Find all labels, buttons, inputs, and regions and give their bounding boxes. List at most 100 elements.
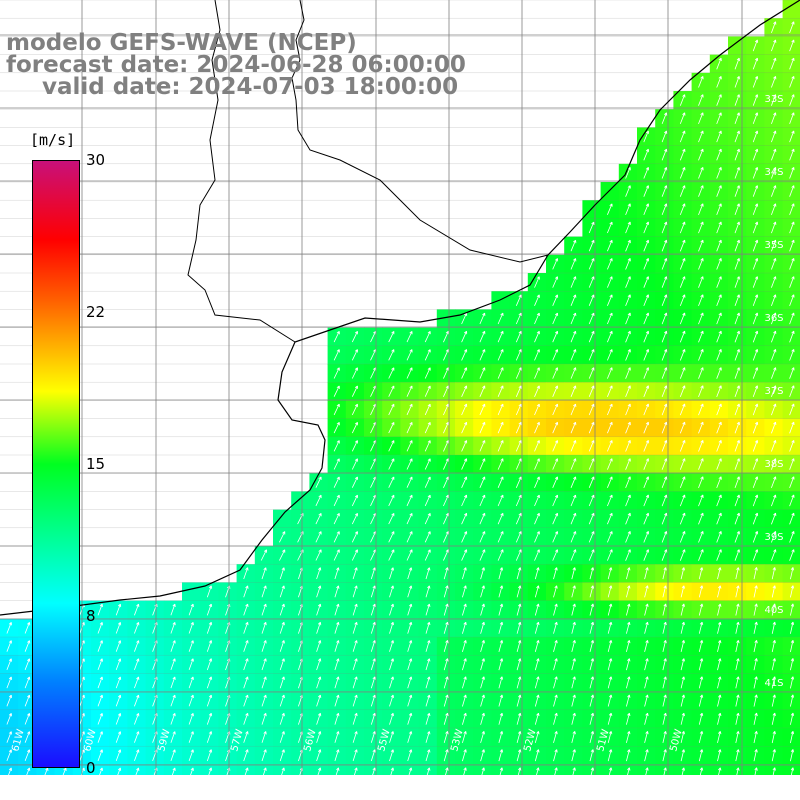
wind-arrow xyxy=(425,640,431,652)
wind-arrow xyxy=(552,458,559,470)
wind-arrow xyxy=(643,166,649,179)
wind-arrow xyxy=(552,531,559,543)
wind-arrow xyxy=(279,549,286,561)
wind-arrow xyxy=(190,767,194,775)
lat-label: 39S xyxy=(764,532,783,543)
wind-arrow xyxy=(589,603,595,616)
wind-arrow xyxy=(735,621,740,634)
wind-arrow xyxy=(716,330,722,343)
wind-arrow xyxy=(644,640,649,653)
wind-arrow xyxy=(607,203,613,215)
wind-arrow xyxy=(408,767,413,775)
wind-arrow xyxy=(6,694,12,707)
wind-arrow xyxy=(752,39,759,52)
wind-arrow xyxy=(699,767,704,775)
wind-arrow xyxy=(644,676,649,689)
wind-arrow xyxy=(115,658,122,671)
wind-arrow xyxy=(462,621,467,634)
wind-arrow xyxy=(497,549,504,561)
wind-arrow xyxy=(516,712,522,725)
wind-arrow xyxy=(789,494,795,507)
wind-arrow xyxy=(479,512,486,525)
wind-cell xyxy=(600,764,620,775)
wind-arrow xyxy=(498,640,504,653)
wind-arrow xyxy=(425,567,431,580)
wind-arrow xyxy=(789,440,795,452)
lat-label: 33S xyxy=(764,94,783,105)
wind-arrow xyxy=(170,658,176,671)
wind-arrow xyxy=(6,622,12,634)
wind-arrow xyxy=(388,494,395,507)
wind-arrow xyxy=(698,530,704,543)
wind-arrow xyxy=(316,712,322,725)
wind-arrow xyxy=(134,713,140,725)
wind-arrow xyxy=(479,531,486,543)
wind-arrow xyxy=(134,694,140,707)
wind-arrow xyxy=(406,531,413,543)
wind-arrow xyxy=(752,112,759,125)
wind-arrow xyxy=(370,640,376,652)
wind-arrow xyxy=(570,367,577,379)
wind-arrow xyxy=(662,731,667,743)
wind-arrow xyxy=(789,276,795,288)
wind-arrow xyxy=(698,75,704,88)
wind-arrow xyxy=(607,258,613,270)
wind-arrow xyxy=(589,567,595,580)
wind-cell xyxy=(345,327,365,347)
wind-arrow xyxy=(443,440,449,452)
wind-arrow xyxy=(388,403,395,416)
wind-arrow xyxy=(698,166,704,179)
wind-arrow xyxy=(461,531,468,543)
wind-arrow xyxy=(6,640,12,652)
wind-arrow xyxy=(698,112,704,125)
wind-arrow xyxy=(134,603,140,616)
wind-cell xyxy=(728,764,747,775)
wind-arrow xyxy=(445,767,449,775)
wind-arrow xyxy=(351,330,358,343)
wind-arrow xyxy=(680,712,685,725)
wind-arrow xyxy=(115,731,122,743)
wind-arrow xyxy=(515,549,522,561)
wind-arrow xyxy=(790,658,795,671)
wind-arrow xyxy=(443,640,449,653)
wind-arrow xyxy=(790,676,795,689)
wind-arrow xyxy=(661,531,668,543)
wind-arrow xyxy=(716,439,722,452)
wind-arrow xyxy=(716,75,722,88)
wind-arrow xyxy=(244,767,249,775)
wind-arrow xyxy=(734,239,740,252)
wind-cell xyxy=(327,527,347,547)
wind-arrow xyxy=(279,603,285,616)
wind-arrow xyxy=(372,767,376,775)
wind-arrow xyxy=(515,330,522,343)
wind-arrow xyxy=(679,512,686,525)
wind-arrow xyxy=(680,694,685,707)
wind-arrow xyxy=(425,749,431,762)
wind-arrow xyxy=(625,330,631,343)
wind-arrow xyxy=(24,749,31,762)
wind-cell xyxy=(309,473,329,492)
wind-arrow xyxy=(643,439,649,452)
wind-arrow xyxy=(570,276,577,288)
wind-arrow xyxy=(771,531,777,543)
wind-arrow xyxy=(771,639,776,653)
wind-arrow xyxy=(497,512,504,525)
wind-arrow xyxy=(498,658,504,671)
wind-arrow xyxy=(552,330,559,343)
wind-arrow xyxy=(771,57,777,70)
wind-arrow xyxy=(352,603,358,616)
wind-arrow xyxy=(752,312,759,325)
wind-arrow xyxy=(790,767,795,775)
wind-arrow xyxy=(716,112,722,125)
wind-arrow xyxy=(643,203,649,216)
wind-map: 33S 34S 35S 36S 37S 38S 39S 40S 41S 61W 60W 59W 57W 5… xyxy=(0,0,800,775)
wind-arrow xyxy=(334,621,340,634)
wind-cell xyxy=(709,764,729,775)
wind-arrow xyxy=(6,676,12,689)
wind-arrow xyxy=(424,458,431,470)
wind-arrow xyxy=(588,421,595,434)
wind-arrow xyxy=(771,458,777,470)
wind-arrow xyxy=(643,276,649,288)
wind-cell xyxy=(345,364,365,383)
wind-arrow xyxy=(97,622,103,634)
